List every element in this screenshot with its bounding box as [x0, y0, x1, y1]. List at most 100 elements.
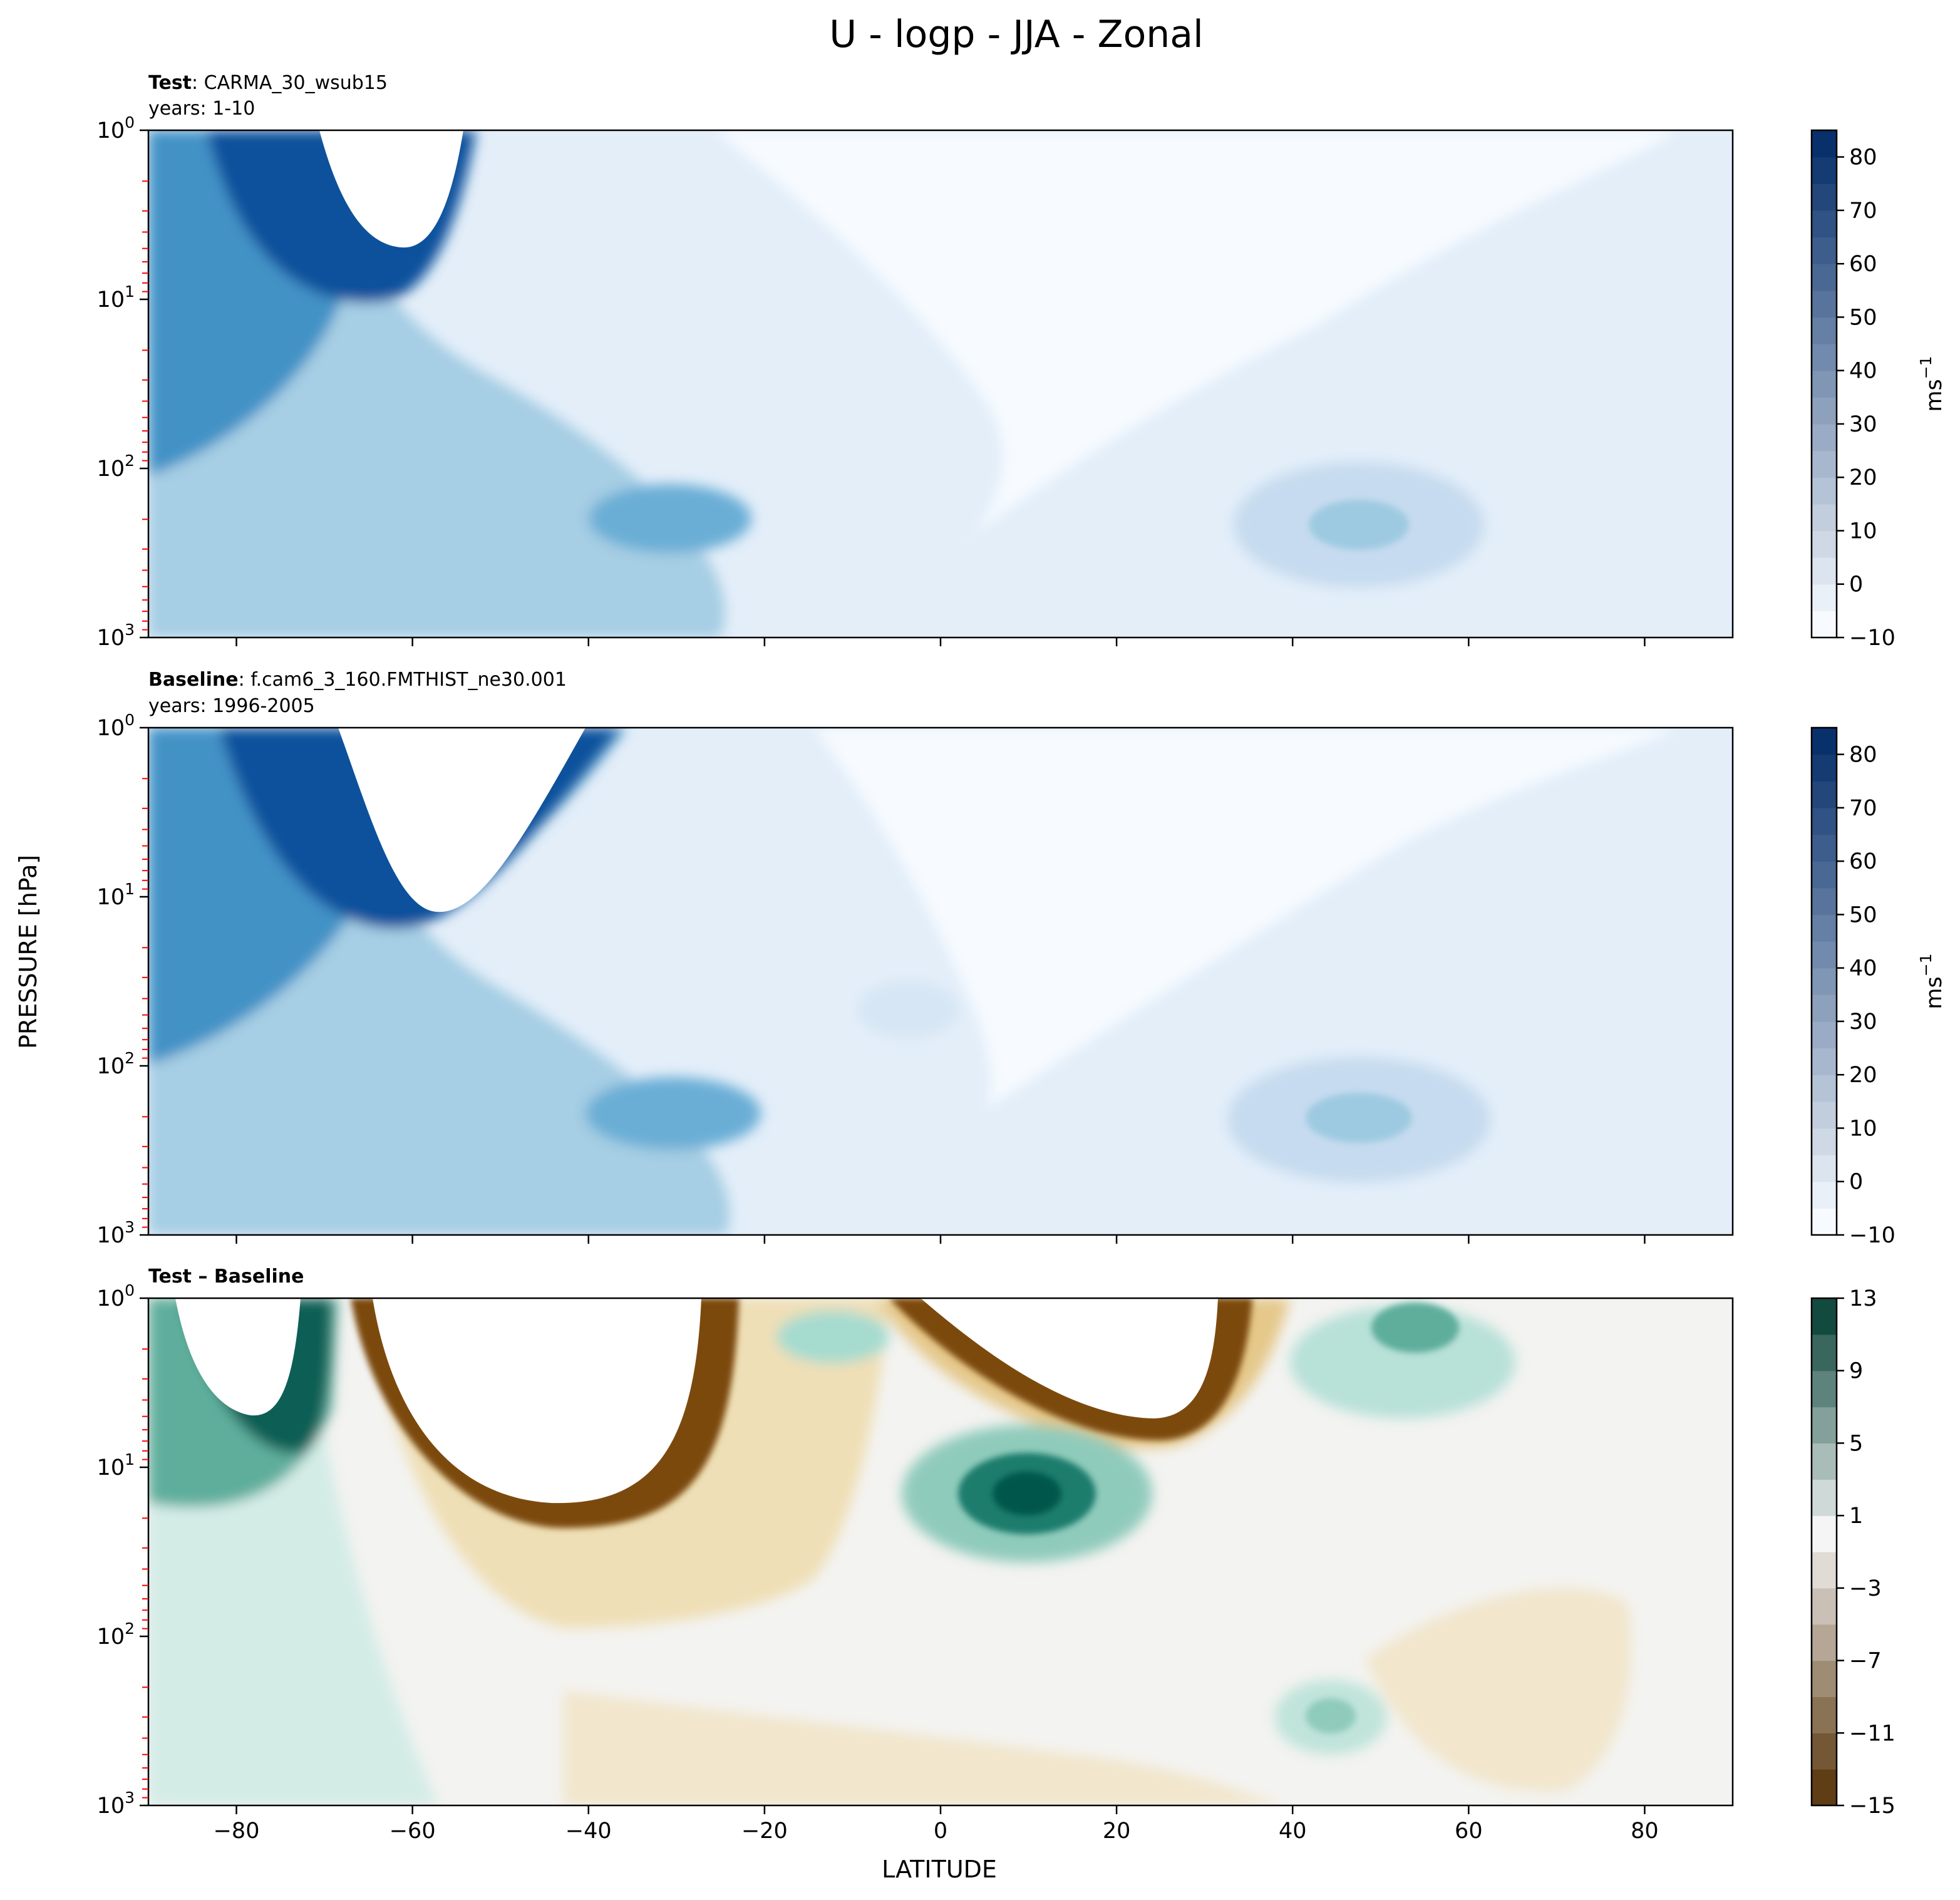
test-colorbar-tick-label: 40	[1849, 359, 1877, 384]
test-colorbar-tick-label: 20	[1849, 465, 1877, 490]
baseline-title-bold: Baseline	[148, 669, 239, 691]
baseline-colorbar-segment	[1812, 994, 1837, 1022]
difference-colorbar-segment	[1812, 1407, 1837, 1444]
baseline-colorbar-tick-label: 20	[1849, 1063, 1877, 1088]
baseline-years: years: 1996-2005	[148, 695, 315, 717]
test-colorbar-segment	[1812, 611, 1837, 638]
x-tick-label: −20	[741, 1819, 788, 1844]
baseline-colorbar-segment	[1812, 968, 1837, 995]
axes-layer: 100 101 102 103 100 101 102 103 −80 −60 −40 −20 0 20 4…	[97, 113, 1659, 1844]
test-colorbar-tick-label: 10	[1849, 519, 1877, 544]
difference-colorbar-tick-label: −11	[1849, 1721, 1896, 1746]
baseline-colorbar-segment	[1812, 1101, 1837, 1129]
difference-colorbar-segment	[1812, 1479, 1837, 1516]
test-colorbar-segment	[1812, 503, 1837, 532]
test-years: years: 1-10	[148, 98, 255, 120]
test-colorbar-tick-label: 70	[1849, 199, 1877, 224]
difference-colorbar-segment	[1812, 1443, 1837, 1480]
test-colorbar-segment	[1812, 130, 1837, 158]
baseline-colorbar-tick-label: 50	[1849, 902, 1877, 927]
difference-colorbar-segment	[1812, 1588, 1837, 1625]
baseline-colorbar-segment	[1812, 1021, 1837, 1049]
x-tick-label: −80	[214, 1819, 260, 1844]
test-contours	[148, 130, 1733, 638]
baseline-colorbar-tick-label: 80	[1849, 743, 1877, 768]
baseline-colorbar-tick-label: 30	[1849, 1009, 1877, 1035]
baseline-colorbar-segment	[1812, 914, 1837, 942]
baseline-colorbar-tick-label: 40	[1849, 956, 1877, 981]
difference-colorbar-segment	[1812, 1552, 1837, 1589]
baseline-colorbar-segment	[1812, 861, 1837, 889]
baseline-contours	[148, 728, 1733, 1235]
test-colorbar-segment	[1812, 370, 1837, 398]
baseline-ytick-label: 103	[97, 1218, 135, 1248]
test-colorbar-segment	[1812, 210, 1837, 238]
test-colorbar-tick-label: 80	[1849, 145, 1877, 170]
x-tick-label: 0	[934, 1819, 947, 1844]
baseline-colorbar-segment	[1812, 1048, 1837, 1075]
difference-ytick-label: 101	[97, 1450, 135, 1480]
panel-baseline: Baseline: f.cam6_3_160.FMTHIST_ne30.001 …	[147, 669, 1734, 1236]
baseline-white-core	[338, 728, 585, 912]
baseline-colorbar-label: ms−1	[1917, 953, 1947, 1009]
baseline-colorbar-segment	[1812, 1128, 1837, 1155]
baseline-colorbar-segment	[1812, 728, 1837, 755]
difference-colorbar-segment	[1812, 1733, 1837, 1770]
baseline-colorbar-segment	[1812, 807, 1837, 835]
test-ytick-label: 101	[97, 282, 135, 312]
baseline-colorbar-tick-label: 70	[1849, 796, 1877, 821]
test-colorbar-segment	[1812, 237, 1837, 264]
colorbar-layer: −10 0 10 20 30 40 50 60 70 80 ms−1 −10 0 10 20 30 40 50 60…	[1810, 129, 1947, 1819]
test-colorbar-tick-label: 60	[1849, 252, 1877, 277]
difference-colorbar-tick-label: −7	[1849, 1649, 1882, 1674]
difference-colorbar-tick-label: −15	[1849, 1794, 1896, 1819]
test-colorbar-segment	[1812, 450, 1837, 478]
diff-contours	[148, 1298, 1733, 1805]
test-colorbar-segment	[1812, 183, 1837, 211]
baseline-title: Baseline: f.cam6_3_160.FMTHIST_ne30.001	[148, 669, 567, 691]
test-colorbar-segment	[1812, 317, 1837, 344]
difference-colorbar-tick-label: 9	[1849, 1359, 1863, 1384]
difference-colorbar-segment	[1812, 1334, 1837, 1371]
baseline-colorbar-tick-label: 0	[1849, 1170, 1863, 1195]
difference-colorbar-frame	[1810, 1297, 1838, 1807]
difference-colorbar-tick-label: 1	[1849, 1504, 1863, 1529]
test-colorbar-segment	[1812, 530, 1837, 558]
test-ytick-label: 103	[97, 621, 135, 651]
x-tick-label: 40	[1279, 1819, 1307, 1844]
baseline-colorbar-tick-label: 60	[1849, 849, 1877, 874]
difference-colorbar-segment	[1812, 1298, 1837, 1335]
x-tick-label: −60	[389, 1819, 436, 1844]
x-tick-label: 80	[1631, 1819, 1659, 1844]
baseline-colorbar-frame	[1810, 726, 1838, 1236]
difference-ytick-label: 100	[97, 1281, 135, 1311]
test-colorbar-tick-label: −10	[1849, 626, 1896, 651]
test-colorbar-segment	[1812, 423, 1837, 452]
baseline-ytick-label: 102	[97, 1049, 135, 1079]
x-axis-label: LATITUDE	[882, 1856, 997, 1883]
baseline-colorbar-tick-label: 10	[1849, 1116, 1877, 1141]
test-title: Test: CARMA_30_wsub15	[148, 72, 388, 94]
baseline-colorbar-segment	[1812, 1075, 1837, 1102]
difference-colorbar-tick-label: −3	[1849, 1576, 1882, 1601]
diff-title: Test – Baseline	[148, 1266, 304, 1288]
baseline-colorbar-segment	[1812, 887, 1837, 916]
x-tick-label: 60	[1455, 1819, 1483, 1844]
difference-colorbar-segment	[1812, 1624, 1837, 1661]
baseline-ytick-label: 100	[97, 711, 135, 741]
test-colorbar-segment	[1812, 557, 1837, 585]
test-ytick-label: 100	[97, 113, 135, 143]
baseline-colorbar-segment	[1812, 754, 1837, 782]
figure-title: U - logp - JJA - Zonal	[829, 13, 1204, 56]
test-white-core	[319, 130, 463, 248]
test-colorbar-segment	[1812, 157, 1837, 184]
baseline-colorbar-segment	[1812, 781, 1837, 808]
baseline-colorbar-segment	[1812, 834, 1837, 862]
difference-colorbar-segment	[1812, 1696, 1837, 1733]
x-tick-label: 20	[1103, 1819, 1131, 1844]
difference-ytick-label: 102	[97, 1619, 135, 1650]
test-colorbar-tick-label: 0	[1849, 572, 1863, 597]
test-colorbar-segment	[1812, 344, 1837, 371]
baseline-colorbar-segment	[1812, 941, 1837, 969]
